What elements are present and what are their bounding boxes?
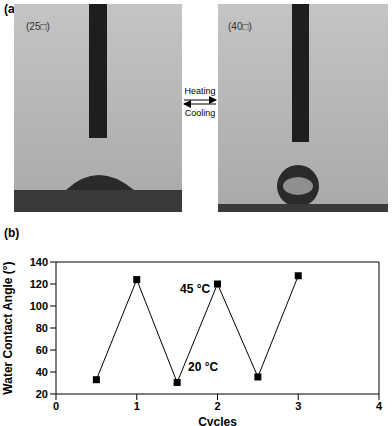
svg-text:2: 2 [214,400,220,412]
svg-text:60: 60 [36,344,48,356]
html-text:20 °C: 20 °C [188,360,219,374]
svg-text:100: 100 [30,300,48,312]
svg-text:40: 40 [36,366,48,378]
svg-text:(40□): (40□) [228,21,252,32]
svg-text:Water Contact Angle (°): Water Contact Angle (°) [8,261,15,394]
svg-text:3: 3 [295,400,301,412]
svg-text:20: 20 [36,388,48,400]
svg-text:1: 1 [134,400,140,412]
svg-text:Heating: Heating [184,86,215,96]
svg-text:Cycles: Cycles [198,415,237,426]
svg-text:140: 140 [30,256,48,268]
svg-text:120: 120 [30,278,48,290]
svg-text:Cooling: Cooling [185,108,216,118]
svg-text:0: 0 [53,400,59,412]
svg-text:4: 4 [376,400,383,412]
svg-text:80: 80 [36,322,48,334]
html-text:(b): (b) [4,226,20,240]
html-text:45 °C: 45 °C [180,282,211,296]
svg-text:(25□): (25□) [26,21,50,32]
